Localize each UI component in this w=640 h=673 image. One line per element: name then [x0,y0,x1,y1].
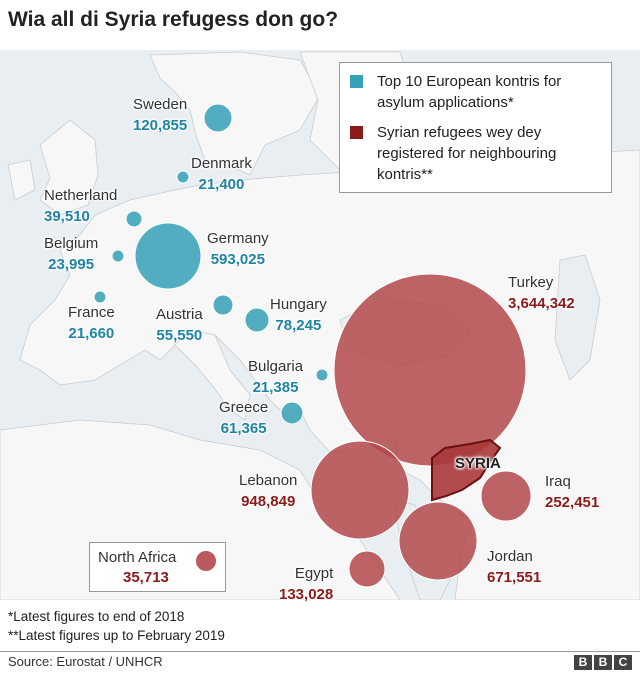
country-name: Iraq [545,473,571,490]
bubble-greece [280,401,304,425]
land-scandinavia [149,51,321,176]
label-lebanon: Lebanon 948,849 [239,470,297,512]
bubble-jordan [398,501,478,581]
syria-label: SYRIA [455,455,501,472]
bubble-lebanon [310,440,410,540]
label-jordan: Jordan 671,551 [487,546,541,588]
country-name: Turkey [508,274,554,291]
bubble-iraq [480,470,532,522]
bubble-sweden [203,103,233,133]
country-name: Denmark [191,155,252,172]
footnote-2: **Latest figures up to February 2019 [8,628,225,643]
bubble-belgium [111,249,125,263]
source-text: Source: Eurostat / UNHCR [8,654,163,669]
country-name: Hungary [270,296,327,313]
country-name: Lebanon [239,472,298,489]
caspian-sea [554,254,601,381]
country-value: 120,855 [133,117,188,134]
bbc-logo: B B C [574,655,632,670]
legend-item-syria: Syrian refugees wey dey registered for n… [350,122,607,185]
label-germany: Germany 593,025 [207,228,269,270]
label-austria: Austria 55,550 [156,304,203,346]
country-value: 948,849 [241,493,296,510]
country-value: 3,644,342 [508,295,575,312]
label-iraq: Iraq 252,451 [545,471,599,513]
country-name: Sweden [133,96,188,113]
syria-outline [431,438,502,502]
country-value: 21,400 [198,176,245,193]
country-name: Belgium [44,235,99,252]
legend-item-europe: Top 10 European kontris for asylum appli… [350,71,607,113]
label-netherland: Netherland 39,510 [44,185,117,227]
label-egypt: Egypt 133,028 [279,563,333,605]
legend-swatch-europe [350,75,363,88]
label-france: France 21,660 [68,302,115,344]
country-value: 61,365 [220,420,267,437]
legend-swatch-syria [350,126,363,139]
bubble-egypt [348,550,386,588]
logo-letter: B [574,655,592,670]
bubble-france [93,290,107,304]
country-name: Egypt [294,565,334,582]
land-italy [174,329,251,421]
country-value: 21,660 [68,325,115,342]
north-africa-value: 35,713 [123,569,169,586]
logo-letter: C [614,655,632,670]
label-sweden: Sweden 120,855 [133,94,187,136]
label-bulgaria: Bulgaria 21,385 [248,356,303,398]
bubble-north-africa [195,550,217,572]
north-africa-box: North Africa 35,713 [89,542,226,592]
country-name: Greece [219,399,269,416]
country-name: Bulgaria [248,358,304,375]
country-value: 55,550 [156,327,203,344]
country-value: 39,510 [44,208,90,225]
land-britain [39,119,99,216]
label-belgium: Belgium 23,995 [44,233,98,275]
country-value: 593,025 [210,251,265,268]
logo-letter: B [594,655,612,670]
bubble-austria [212,294,234,316]
footnote-1: *Latest figures to end of 2018 [8,609,185,624]
country-name: Germany [207,230,269,247]
north-africa-name: North Africa [98,549,177,566]
country-value: 133,028 [279,586,334,603]
bubble-bulgaria [315,368,329,382]
bubble-germany [134,222,202,290]
label-greece: Greece 61,365 [219,397,268,439]
country-name: Netherland [44,187,118,204]
label-denmark: Denmark 21,400 [191,153,252,195]
country-value: 671,551 [487,569,542,586]
country-value: 21,385 [252,379,299,396]
land-ireland [7,159,36,201]
page-title: Wia all di Syria refugess don go? [8,8,339,31]
country-value: 252,451 [545,494,600,511]
country-name: Jordan [487,548,533,565]
label-hungary: Hungary 78,245 [270,294,327,336]
legend-label-syria: Syrian refugees wey dey registered for n… [377,124,557,183]
country-name: Austria [156,306,203,323]
bubble-turkey [333,273,527,467]
bubble-hungary [244,307,270,333]
label-turkey: Turkey 3,644,342 [508,272,575,314]
country-value: 23,995 [48,256,95,273]
legend-label-europe: Top 10 European kontris for asylum appli… [377,73,562,111]
legend: Top 10 European kontris for asylum appli… [339,62,612,193]
bubble-denmark [176,170,190,184]
bubble-netherland [125,210,143,228]
country-name: France [68,304,115,321]
footer-divider [0,651,640,652]
country-value: 78,245 [275,317,322,334]
